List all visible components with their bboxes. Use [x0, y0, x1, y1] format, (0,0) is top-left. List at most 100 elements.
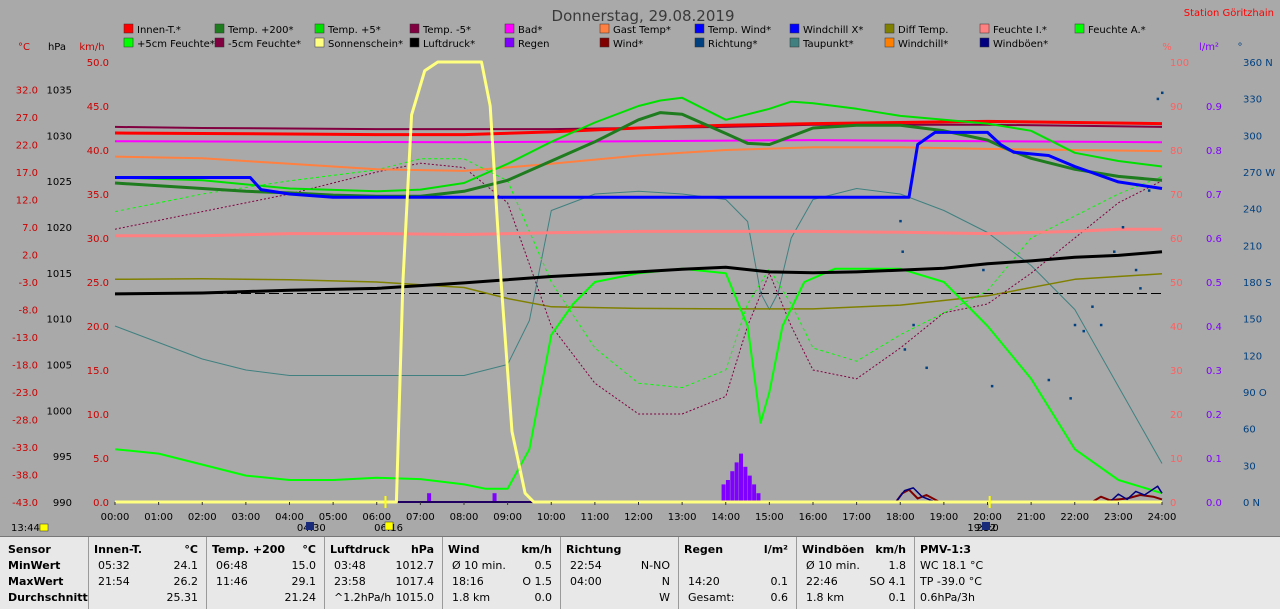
tick-label-rain: 0.9: [1206, 102, 1222, 113]
stats-sensor-title: Sensor: [8, 543, 51, 556]
legend-entry: -5cm Feuchte*: [228, 39, 301, 50]
legend-swatch: [504, 23, 515, 34]
stats-time: 22:46: [806, 575, 838, 588]
tick-label-dir: 270 W: [1243, 168, 1275, 179]
rain-bar: [743, 466, 748, 502]
x-axis: 00:00 01:00 02:00 03:00 04:00 05:00 06:00 07:00…: [101, 502, 1177, 523]
tick-label-press: 995: [53, 452, 72, 463]
axis-unit-press: hPa: [48, 42, 66, 53]
tick-label-rain: 0.3: [1206, 366, 1222, 377]
legend-entry: Temp. +200*: [227, 25, 293, 36]
tick-label-press: 1030: [47, 131, 72, 142]
stats-col-wind: Wind km/h Ø 10 min. 0.5 18:16 O 1.5 1.8 km 0.0: [442, 537, 561, 609]
stats-value: O 1.5: [522, 575, 552, 588]
stats-col-sensor: Sensor MinWert MaxWert Durchschnitt: [0, 537, 89, 609]
stats-col-title: Windböen: [802, 543, 865, 556]
series-temp-200: [114, 111, 1163, 198]
legend-swatch: [409, 23, 420, 34]
axes: 32.0 27.0 22.0 17.0 12.0 7.0 2.0 -3.0 -8.0 -13.0 -…: [12, 58, 1275, 509]
rain-bar: [752, 484, 757, 502]
tick-label-rain: 0.8: [1206, 146, 1222, 157]
stats-time: Ø 10 min.: [806, 559, 860, 572]
stats-time: Gesamt:: [688, 591, 735, 604]
tick-label-rain: 0.0: [1206, 498, 1222, 509]
tick-label-hum: 0: [1170, 498, 1176, 509]
direction-point: [1099, 323, 1103, 327]
tick-label-hum: 90: [1170, 102, 1183, 113]
tick-label-dir: 180 S: [1243, 278, 1272, 289]
tick-label-wind: 10.0: [87, 410, 109, 421]
tick-label-dir: 0 N: [1243, 498, 1260, 509]
x-tick-label: 02:00: [188, 512, 217, 523]
direction-point: [982, 268, 985, 272]
stats-col-unit: °C: [302, 543, 316, 556]
tick-label-dir: 330: [1243, 95, 1262, 106]
x-tick-label: 17:00: [842, 512, 871, 523]
tick-label-hum: 20: [1170, 410, 1183, 421]
legend-swatch: [123, 23, 134, 34]
legend-swatch: [599, 37, 610, 48]
stats-value: W: [659, 591, 670, 604]
axis-units: °C hPa km/h% l/m² °: [18, 42, 1242, 53]
event-label: 19:52: [967, 523, 996, 534]
stats-col-title: Wind: [448, 543, 480, 556]
rain-bar: [739, 453, 744, 502]
tick-label-temp: 12.0: [16, 196, 38, 207]
legend-entry: Wind*: [613, 39, 643, 50]
tick-label-dir: 300: [1243, 131, 1262, 142]
legend-entry: Feuchte I.*: [993, 25, 1047, 36]
sun-icon: [384, 521, 394, 531]
tick-label-hum: 50: [1170, 278, 1183, 289]
stats-value: 26.2: [173, 575, 199, 588]
x-tick-label: 16:00: [799, 512, 828, 523]
tick-label-temp: -43.0: [12, 498, 38, 509]
tick-label-wind: 30.0: [87, 234, 109, 245]
x-tick-label: 24:00: [1148, 512, 1177, 523]
stats-value: 1017.4: [395, 575, 435, 588]
tick-label-dir: 90 O: [1243, 388, 1267, 399]
legend-swatch: [214, 37, 225, 48]
direction-point: [1121, 226, 1125, 229]
x-tick-label: 18:00: [886, 512, 915, 523]
legend-swatch: [694, 37, 705, 48]
direction-point: [901, 250, 904, 253]
rain-bar: [747, 475, 752, 502]
legend-entry: Richtung*: [708, 39, 758, 50]
x-tick-label: 00:00: [101, 512, 130, 523]
stats-value: 0.1: [770, 575, 789, 588]
stats-col-innen: Innen-T. °C 05:32 24.1 21:54 26.2 25.31: [88, 537, 207, 609]
legend-swatch: [504, 37, 515, 48]
station-name: Station Göritzhain: [1184, 8, 1274, 19]
tick-label-rain: 0.4: [1206, 322, 1222, 333]
x-tick-label: 05:00: [319, 512, 348, 523]
stats-value: WC 18.1 °C: [920, 559, 984, 572]
tick-label-wind: 35.0: [87, 190, 109, 201]
stats-value: 25.31: [166, 591, 199, 604]
stats-value: 24.1: [173, 559, 199, 572]
legend-swatch: [884, 23, 895, 34]
tick-label-press: 1020: [47, 223, 72, 234]
legend-entry: Bad*: [518, 25, 542, 36]
plot-area: [114, 60, 1164, 504]
stats-value: 0.1: [888, 591, 907, 604]
stats-col-title: Innen-T.: [94, 543, 143, 556]
stats-time: 03:48: [334, 559, 366, 572]
tick-label-temp: 17.0: [16, 168, 38, 179]
stats-value: 0.6hPa/3h: [920, 591, 976, 604]
x-tick-label: 23:00: [1104, 512, 1133, 523]
series-windchill-x: [115, 130, 1163, 199]
legend-entry: +5cm Feuchte*: [137, 39, 215, 50]
stats-value: 0.6: [770, 591, 789, 604]
tick-label-wind: 25.0: [87, 278, 109, 289]
rain-bar: [734, 462, 739, 502]
series-feuchte-a: [114, 267, 1163, 495]
legend-entry: Diff Temp.: [898, 25, 948, 36]
x-tick-label: 07:00: [406, 512, 435, 523]
direction-point: [1047, 378, 1051, 382]
tick-label-rain: 0.6: [1206, 234, 1222, 245]
tick-label-press: 1035: [47, 86, 72, 97]
stats-col-title: PMV-1:3: [920, 543, 971, 556]
moon-icon: [982, 522, 990, 530]
stats-col-temp200: Temp. +200 °C 06:48 15.0 11:46 29.1 21.24: [206, 537, 325, 609]
tick-label-temp: 32.0: [16, 86, 38, 97]
